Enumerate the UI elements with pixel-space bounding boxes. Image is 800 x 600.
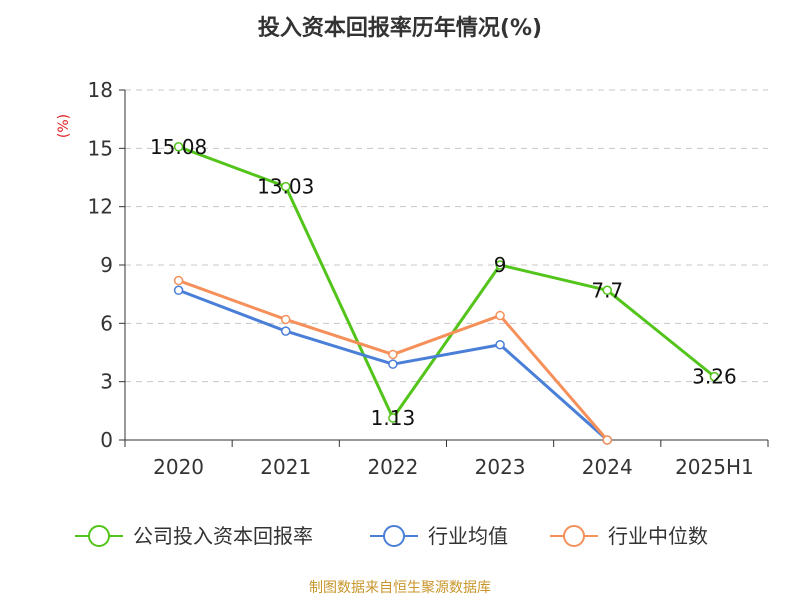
axes: 0 3 6 9 12 15 18 2020 2021 2022 2023 2024 2025H1 xyxy=(88,78,769,479)
data-point xyxy=(709,371,720,382)
data-point xyxy=(173,275,184,286)
legend-item: 公司投入资本回报率 xyxy=(75,524,313,548)
data-labels: 15.08 13.03 1.13 9 7.7 3.26 xyxy=(150,135,737,430)
y-tick-label: 18 xyxy=(88,78,113,102)
chart-title: 投入资本回报率历年情况(%) xyxy=(258,15,542,41)
legend-label: 公司投入资本回报率 xyxy=(133,524,313,548)
data-point xyxy=(281,181,291,192)
y-tick-label: 6 xyxy=(100,311,113,335)
data-label: 3.26 xyxy=(692,365,737,389)
x-tick-label: 2023 xyxy=(475,455,526,479)
series-group xyxy=(173,142,720,445)
x-tick-label: 2022 xyxy=(367,455,418,479)
legend-item: 行业中位数 xyxy=(550,524,708,548)
legend: 公司投入资本回报率 行业均值 行业中位数 xyxy=(75,524,708,548)
x-tick-label: 2024 xyxy=(582,455,633,479)
data-label: 7.7 xyxy=(591,278,623,302)
data-point xyxy=(173,142,184,152)
data-label: 1.13 xyxy=(371,406,416,430)
legend-label: 行业中位数 xyxy=(608,524,708,548)
data-point xyxy=(388,359,398,369)
y-tick-label: 3 xyxy=(100,370,113,394)
data-point xyxy=(602,285,612,296)
data-point xyxy=(281,314,291,325)
series-line-0 xyxy=(178,145,716,420)
x-tick-label: 2025H1 xyxy=(675,455,754,479)
y-tick-label: 15 xyxy=(88,136,113,160)
legend-swatch-marker xyxy=(88,525,110,547)
legend-item: 行业均值 xyxy=(370,524,508,548)
data-label: 15.08 xyxy=(150,135,207,159)
legend-swatch-marker xyxy=(563,525,585,547)
y-tick-label: 12 xyxy=(88,195,113,219)
y-tick-label: 9 xyxy=(100,253,113,277)
data-label: 13.03 xyxy=(257,175,314,199)
data-point xyxy=(495,260,505,270)
source-note: 制图数据来自恒生聚源数据库 xyxy=(309,580,491,596)
data-point xyxy=(173,285,184,296)
grid-lines xyxy=(125,89,768,383)
x-tick-label: 2021 xyxy=(260,455,311,479)
x-tick-label: 2020 xyxy=(153,455,204,479)
legend-swatch-marker xyxy=(383,525,405,547)
data-point xyxy=(495,310,505,321)
data-point xyxy=(602,435,612,445)
data-point xyxy=(388,349,398,360)
y-axis-label: (%) xyxy=(56,114,72,138)
data-point xyxy=(388,413,398,423)
data-point xyxy=(495,339,505,350)
legend-label: 行业均值 xyxy=(428,524,508,548)
data-label: 9 xyxy=(494,253,507,277)
y-tick-label: 0 xyxy=(100,428,113,452)
data-point xyxy=(281,326,291,336)
